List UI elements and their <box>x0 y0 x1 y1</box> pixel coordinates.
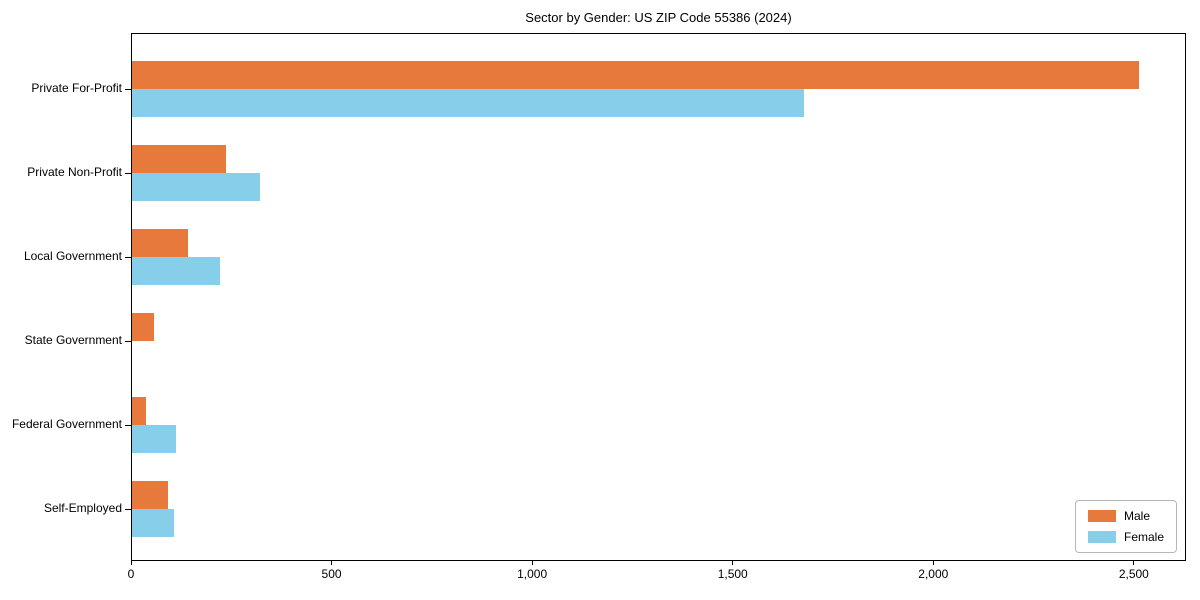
x-tick-label-1-500: 1,500 <box>717 567 748 581</box>
x-tick-2-000 <box>932 560 934 565</box>
y-tick-self-employed <box>125 509 131 510</box>
bar-female-self-employed <box>132 509 175 537</box>
x-tick-label-0: 0 <box>127 567 135 581</box>
x-tick-2-500 <box>1133 560 1135 565</box>
y-tick-label-local-government: Local Government <box>23 249 122 263</box>
bar-female-federal-government <box>132 425 177 453</box>
bar-female-private-for-profit <box>132 89 804 117</box>
x-tick-label-500: 500 <box>321 567 342 581</box>
y-tick-private-non-profit <box>125 173 131 174</box>
legend-item-male: Male <box>1087 509 1164 523</box>
legend: Male Female <box>1074 500 1177 553</box>
female-color-swatch-icon <box>1087 531 1116 543</box>
male-color-swatch-icon <box>1087 510 1116 522</box>
x-tick-0 <box>130 560 132 565</box>
x-tick-1-500 <box>732 560 734 565</box>
bar-male-self-employed <box>132 481 169 509</box>
bar-male-private-non-profit <box>132 145 227 173</box>
y-tick-state-government <box>125 341 131 342</box>
bar-male-federal-government <box>132 397 147 425</box>
legend-label-male: Male <box>1123 509 1150 523</box>
x-tick-label-2-000: 2,000 <box>918 567 949 581</box>
y-tick-local-government <box>125 257 131 258</box>
chart-title: Sector by Gender: US ZIP Code 55386 (202… <box>525 10 792 25</box>
bar-male-state-government <box>132 313 155 341</box>
y-tick-federal-government <box>125 425 131 426</box>
y-tick-label-federal-government: Federal Government <box>11 417 122 431</box>
x-tick-label-1-000: 1,000 <box>517 567 548 581</box>
y-tick-label-private-for-profit: Private For-Profit <box>31 81 122 95</box>
x-tick-1-000 <box>531 560 533 565</box>
plot-area: Male Female <box>125 33 1186 561</box>
y-tick-label-state-government: State Government <box>24 333 122 347</box>
x-axis: 0 500 1,000 1,500 2,000 2,500 <box>128 560 1186 592</box>
bar-female-local-government <box>132 257 221 285</box>
y-tick-label-private-non-profit: Private Non-Profit <box>27 165 122 179</box>
x-tick-label-2-500: 2,500 <box>1118 567 1149 581</box>
bar-male-private-for-profit <box>132 61 1139 89</box>
legend-label-female: Female <box>1123 530 1164 544</box>
y-axis-labels: Private For-Profit Private Non-Profit Loca… <box>0 33 122 561</box>
y-tick-label-self-employed: Self-Employed <box>43 501 122 515</box>
bar-female-private-non-profit <box>132 173 261 201</box>
x-tick-500 <box>331 560 333 565</box>
bar-male-local-government <box>132 229 189 257</box>
y-tick-private-for-profit <box>125 89 131 90</box>
legend-item-female: Female <box>1087 530 1164 544</box>
